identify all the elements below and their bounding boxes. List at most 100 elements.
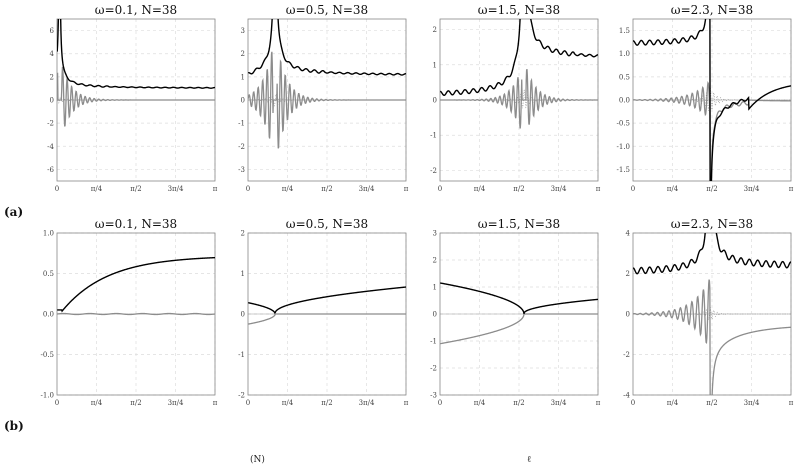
y-tick-label: 0 bbox=[241, 311, 245, 319]
y-tick-label: -2 bbox=[623, 351, 630, 359]
y-tick-label: -1 bbox=[430, 132, 437, 140]
x-tick-label: π bbox=[596, 399, 601, 407]
x-tick-label: 0 bbox=[438, 399, 442, 407]
y-tick-label: -1.0 bbox=[41, 392, 55, 400]
series-gray bbox=[248, 313, 406, 325]
x-tick-label: π/2 bbox=[130, 399, 141, 407]
x-tick-label: 0 bbox=[246, 399, 250, 407]
x-tick-label: π/4 bbox=[474, 185, 486, 193]
panel-title: ω=1.5, N=38 bbox=[478, 217, 560, 231]
y-tick-label: 3 bbox=[433, 230, 437, 238]
series-black bbox=[633, 233, 791, 275]
x-tick-label: π/4 bbox=[474, 399, 486, 407]
y-tick-label: -6 bbox=[47, 166, 54, 174]
series-gray bbox=[440, 313, 598, 345]
panel-title: ω=2.3, N=38 bbox=[671, 217, 753, 231]
x-tick-label: 3π/4 bbox=[359, 185, 375, 193]
x-tick-label: π/4 bbox=[282, 399, 294, 407]
y-tick-label: 0.0 bbox=[619, 97, 630, 105]
y-tick-label: -3 bbox=[430, 392, 437, 400]
panel-title: ω=0.1, N=38 bbox=[95, 217, 177, 231]
series-black bbox=[57, 19, 215, 89]
y-tick-label: 1.5 bbox=[619, 27, 630, 35]
y-tick-label: -0.5 bbox=[41, 351, 55, 359]
row-label-a: (a) bbox=[4, 205, 23, 219]
series-black bbox=[57, 256, 215, 313]
y-tick-label: -4 bbox=[47, 143, 54, 151]
y-tick-label: -1 bbox=[238, 120, 245, 128]
row-label-b: (b) bbox=[4, 419, 24, 433]
x-tick-label: 0 bbox=[55, 185, 59, 193]
panel-title: ω=1.5, N=38 bbox=[478, 3, 560, 17]
x-tick-label: 0 bbox=[246, 185, 250, 193]
y-tick-label: -3 bbox=[238, 166, 245, 174]
x-tick-label: π bbox=[404, 185, 409, 193]
caption-fragment-n: (N) bbox=[250, 454, 265, 465]
series-black bbox=[633, 19, 791, 181]
x-tick-label: π bbox=[596, 185, 601, 193]
x-tick-label: π/2 bbox=[321, 185, 332, 193]
y-tick-label: -2 bbox=[238, 392, 245, 400]
y-tick-label: 2 bbox=[241, 50, 245, 58]
y-tick-label: 0 bbox=[433, 97, 437, 105]
y-tick-label: 1.0 bbox=[43, 230, 54, 238]
x-tick-label: 3π/4 bbox=[744, 185, 760, 193]
x-tick-label: π/2 bbox=[321, 399, 332, 407]
x-tick-label: π/4 bbox=[667, 185, 679, 193]
y-tick-label: -2 bbox=[430, 365, 437, 373]
x-tick-label: π bbox=[213, 399, 218, 407]
y-tick-label: 0 bbox=[626, 311, 630, 319]
y-tick-label: 1 bbox=[241, 270, 245, 278]
panel-title: ω=0.5, N=38 bbox=[286, 3, 368, 17]
y-tick-label: -0.5 bbox=[617, 120, 631, 128]
series-black bbox=[248, 286, 406, 314]
series-gray bbox=[248, 51, 406, 149]
y-tick-label: 2 bbox=[50, 73, 54, 81]
series-black bbox=[440, 19, 598, 96]
x-tick-label: π/4 bbox=[91, 185, 103, 193]
x-tick-label: π/4 bbox=[667, 399, 679, 407]
series-black bbox=[248, 19, 406, 76]
y-tick-label: 0.5 bbox=[43, 270, 54, 278]
panel-title: ω=0.5, N=38 bbox=[286, 217, 368, 231]
x-tick-label: π/2 bbox=[130, 185, 141, 193]
y-tick-label: -1.5 bbox=[617, 166, 631, 174]
x-tick-label: π/2 bbox=[706, 185, 717, 193]
series-black bbox=[440, 282, 598, 314]
x-tick-label: 0 bbox=[55, 399, 59, 407]
caption-fragment-l: ℓ bbox=[527, 455, 531, 465]
y-tick-label: 0 bbox=[433, 311, 437, 319]
panel-a-1: -6 -4 -2 0 2 4 6 0 π/4 π/2 3π/4 π ω=0.1, N=38 bbox=[47, 3, 218, 193]
panel-a-4: -1.5 -1.0 -0.5 0.0 0.5 1.0 1.5 0 π/4 π/2 3π/4 π ω=2.… bbox=[617, 3, 794, 193]
y-tick-label: 2 bbox=[433, 26, 437, 34]
x-tick-label: 3π/4 bbox=[551, 399, 567, 407]
x-tick-label: π/2 bbox=[513, 185, 524, 193]
x-tick-label: π bbox=[213, 185, 218, 193]
series-gray bbox=[633, 279, 791, 395]
y-tick-label: 0 bbox=[241, 97, 245, 105]
y-tick-label: 0.0 bbox=[43, 311, 54, 319]
series-gray bbox=[440, 68, 598, 129]
y-tick-label: -1 bbox=[238, 351, 245, 359]
y-tick-label: 0.5 bbox=[619, 73, 630, 81]
panel-title: ω=0.1, N=38 bbox=[95, 3, 177, 17]
panel-a-3: -2 -1 0 1 2 0 π/4 π/2 3π/4 π ω=1.5, N=38 bbox=[430, 3, 601, 193]
y-tick-label: 2 bbox=[626, 270, 630, 278]
x-tick-label: π bbox=[789, 185, 794, 193]
x-tick-label: π/4 bbox=[282, 185, 294, 193]
x-tick-label: 0 bbox=[438, 185, 442, 193]
panel-a-2: -3 -2 -1 0 1 2 3 0 π/4 π/2 3π/4 π ω=0.5, N=38 bbox=[238, 3, 409, 193]
x-tick-label: π/2 bbox=[513, 399, 524, 407]
x-tick-label: π/4 bbox=[91, 399, 103, 407]
series-gray bbox=[57, 66, 215, 127]
panel-b-1: -1.0 -0.5 0.0 0.5 1.0 0 π/4 π/2 3π/4 π ω=0.1, N=38 bbox=[41, 217, 218, 407]
y-tick-label: 3 bbox=[241, 27, 245, 35]
panel-title: ω=2.3, N=38 bbox=[671, 3, 753, 17]
series-gray bbox=[57, 312, 215, 316]
x-tick-label: 0 bbox=[631, 399, 635, 407]
series-dotted bbox=[248, 93, 406, 107]
x-tick-label: 0 bbox=[631, 185, 635, 193]
y-tick-label: -1.0 bbox=[617, 143, 631, 151]
x-tick-label: 3π/4 bbox=[744, 399, 760, 407]
